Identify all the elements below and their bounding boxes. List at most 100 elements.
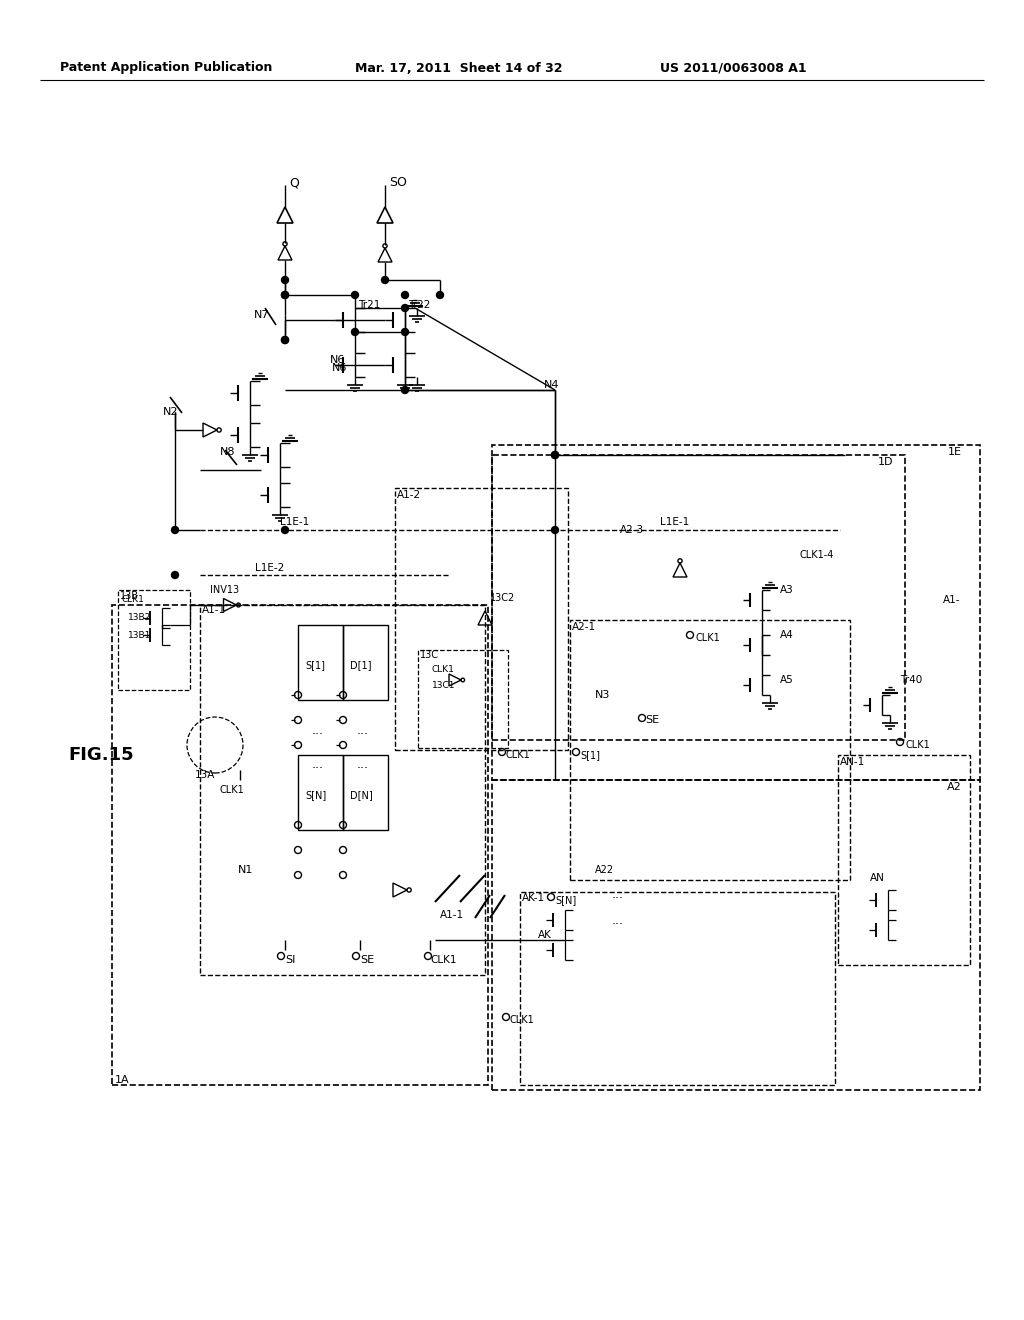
Circle shape [351, 292, 358, 298]
Circle shape [401, 292, 409, 298]
Text: 1E: 1E [948, 447, 962, 457]
Circle shape [552, 527, 558, 533]
Text: CLK1: CLK1 [432, 665, 455, 675]
Circle shape [401, 387, 409, 393]
Circle shape [282, 292, 289, 298]
Bar [492, 445, 980, 780]
Bar [492, 455, 905, 741]
Circle shape [552, 451, 558, 458]
Text: ...: ... [357, 723, 369, 737]
Text: Tr21: Tr21 [358, 300, 380, 310]
Text: 1A: 1A [115, 1074, 130, 1085]
Text: CLK1: CLK1 [505, 750, 529, 760]
Text: ...: ... [312, 723, 324, 737]
Text: 13B: 13B [120, 591, 139, 601]
Text: SI: SI [285, 954, 295, 965]
Text: Patent Application Publication: Patent Application Publication [60, 62, 272, 74]
Text: N1: N1 [238, 865, 253, 875]
Text: L1E-1: L1E-1 [280, 517, 309, 527]
Text: A2-3: A2-3 [620, 525, 644, 535]
Circle shape [282, 292, 289, 298]
Bar [112, 605, 488, 1085]
Text: N8: N8 [220, 447, 236, 457]
Text: ...: ... [612, 888, 624, 902]
Text: 13C1: 13C1 [432, 681, 456, 689]
Text: CLK1-4: CLK1-4 [800, 550, 835, 560]
Text: ...: ... [357, 759, 369, 771]
Text: A5: A5 [780, 675, 794, 685]
Text: 13C: 13C [420, 649, 439, 660]
Text: S[1]: S[1] [305, 660, 325, 671]
Text: A1-1: A1-1 [202, 605, 226, 615]
Text: L1E-2: L1E-2 [255, 564, 285, 573]
Bar [838, 755, 970, 965]
Bar [570, 620, 850, 880]
Bar [298, 624, 343, 700]
Text: INV13: INV13 [210, 585, 240, 595]
Text: N7: N7 [254, 310, 269, 319]
Bar [418, 649, 508, 748]
Bar [343, 755, 388, 830]
Bar [395, 488, 568, 750]
Text: AN-1: AN-1 [840, 756, 865, 767]
Text: Tr40: Tr40 [900, 675, 923, 685]
Text: N2: N2 [163, 407, 178, 417]
Circle shape [436, 292, 443, 298]
Text: N4: N4 [544, 380, 559, 389]
Bar [492, 780, 980, 1090]
Text: SE: SE [360, 954, 374, 965]
Text: A1-1: A1-1 [440, 909, 464, 920]
Bar [343, 624, 388, 700]
Circle shape [282, 337, 289, 343]
Text: CLK1: CLK1 [905, 741, 930, 750]
Circle shape [171, 572, 178, 578]
Text: ...: ... [612, 913, 624, 927]
Text: N3: N3 [595, 690, 610, 700]
Text: ...: ... [312, 759, 324, 771]
Text: S[N]: S[N] [555, 895, 577, 906]
Circle shape [401, 329, 409, 335]
Text: Tr22: Tr22 [408, 300, 430, 310]
Text: S[1]: S[1] [580, 750, 600, 760]
Text: 1D: 1D [878, 457, 893, 467]
Text: 13A: 13A [195, 770, 215, 780]
Text: A3: A3 [780, 585, 794, 595]
Bar [200, 605, 485, 975]
Text: A2: A2 [947, 781, 962, 792]
Text: Q: Q [289, 177, 299, 190]
Text: AK: AK [538, 931, 552, 940]
Text: US 2011/0063008 A1: US 2011/0063008 A1 [660, 62, 807, 74]
Text: SE: SE [645, 715, 659, 725]
Text: N6: N6 [330, 355, 345, 366]
Circle shape [282, 337, 289, 343]
Text: A1-: A1- [942, 595, 961, 605]
Text: CLK1: CLK1 [122, 595, 144, 605]
Text: FIG.15: FIG.15 [68, 746, 133, 764]
Bar [298, 755, 343, 830]
Text: CLK1: CLK1 [220, 785, 245, 795]
Text: N6: N6 [332, 363, 347, 374]
Text: CLK1: CLK1 [510, 1015, 535, 1026]
Text: A22: A22 [595, 865, 614, 875]
Text: 13C2: 13C2 [490, 593, 515, 603]
Text: SO: SO [389, 177, 407, 190]
Text: S[N]: S[N] [305, 789, 327, 800]
Text: AK-1: AK-1 [522, 894, 545, 903]
Text: CLK1: CLK1 [695, 634, 720, 643]
Text: A2-1: A2-1 [572, 622, 596, 632]
Text: Mar. 17, 2011  Sheet 14 of 32: Mar. 17, 2011 Sheet 14 of 32 [355, 62, 562, 74]
Circle shape [382, 276, 388, 284]
Text: A4: A4 [780, 630, 794, 640]
Circle shape [351, 329, 358, 335]
Bar [118, 590, 190, 690]
Circle shape [282, 527, 289, 533]
Text: CLK1: CLK1 [430, 954, 457, 965]
Text: 13B1: 13B1 [128, 631, 152, 639]
Circle shape [401, 305, 409, 312]
Text: D[1]: D[1] [350, 660, 372, 671]
Bar [520, 892, 835, 1085]
Circle shape [552, 451, 558, 458]
Text: L1E-1: L1E-1 [660, 517, 689, 527]
Text: 13B2: 13B2 [128, 614, 152, 623]
Text: D[N]: D[N] [350, 789, 373, 800]
